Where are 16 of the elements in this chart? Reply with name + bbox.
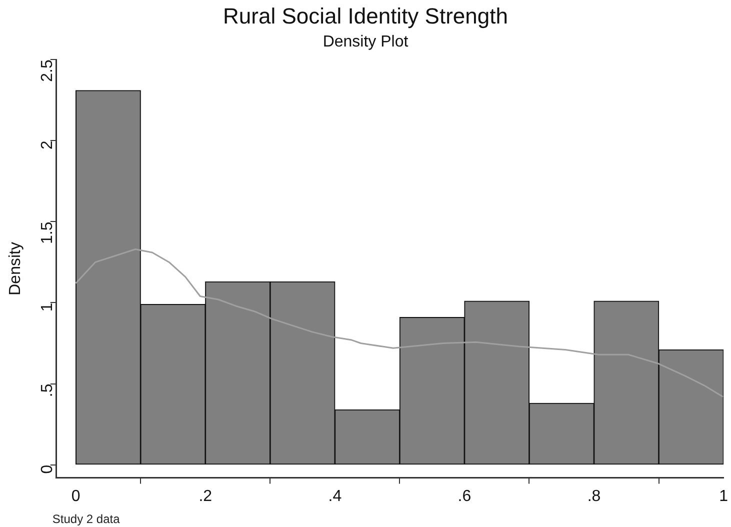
x-tick-label: .4: [328, 488, 342, 505]
chart-title: Rural Social Identity Strength: [223, 3, 508, 28]
x-tick-label: .2: [198, 488, 212, 505]
x-tick-label: .8: [587, 488, 601, 505]
y-axis-title: Density: [7, 242, 24, 296]
y-tick-label: 1.5: [38, 222, 56, 244]
y-tick-label: 2: [38, 140, 56, 150]
x-tick-label: 0: [71, 488, 80, 505]
y-tick-label: 2.5: [38, 60, 56, 82]
y-tick-label: 1: [38, 302, 56, 312]
y-tick-label: .5: [38, 384, 56, 398]
y-tick-label: 0: [38, 464, 56, 474]
x-tick-label: .6: [458, 488, 472, 505]
text: Study 2 data: [52, 512, 120, 526]
x-tick-label: 1: [719, 488, 728, 505]
chart-subtitle: Density Plot: [322, 33, 409, 50]
